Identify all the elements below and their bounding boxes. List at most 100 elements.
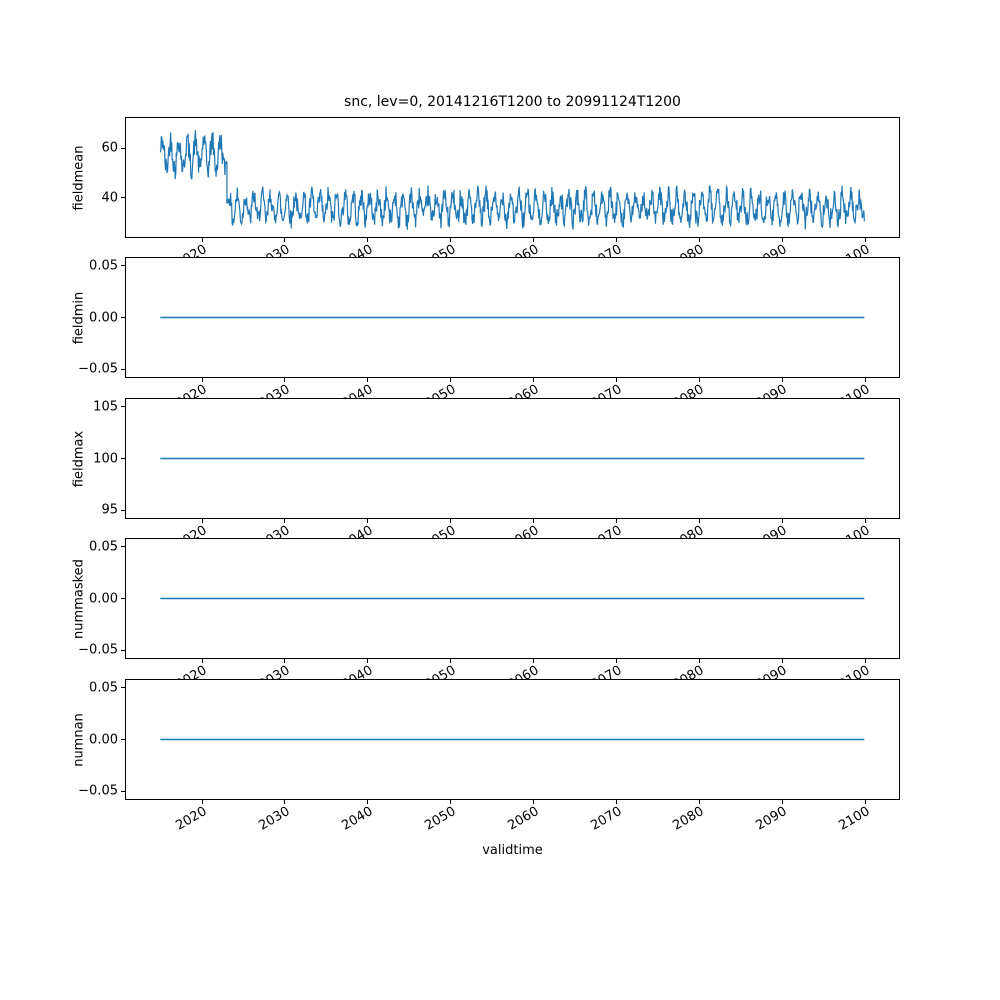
x-tick-mark	[864, 659, 866, 663]
x-tick-mark	[616, 659, 618, 663]
x-tick-mark	[781, 519, 783, 523]
y-tick-mark	[121, 739, 125, 740]
x-tick-mark	[284, 519, 286, 523]
y-tick-label: 40	[101, 190, 118, 206]
x-tick-mark	[533, 238, 535, 242]
x-tick-mark	[698, 659, 700, 663]
line-plot	[160, 738, 865, 741]
x-tick-mark	[284, 800, 286, 804]
y-tick-mark	[121, 317, 125, 318]
x-tick-mark	[864, 800, 866, 804]
y-tick-mark	[121, 368, 125, 370]
y-tick-mark	[121, 546, 125, 548]
x-tick-label: 2030	[256, 804, 293, 834]
y-axis-label: fieldmean	[71, 145, 87, 210]
x-tick-label: 2090	[753, 804, 790, 834]
x-tick-mark	[533, 800, 535, 804]
line-plot	[160, 457, 865, 460]
x-tick-mark	[698, 378, 700, 382]
x-tick-mark	[367, 519, 369, 523]
x-tick-mark	[201, 238, 203, 242]
y-tick-label: 0.05	[89, 680, 118, 696]
y-tick-label: 0.00	[89, 591, 118, 606]
x-tick-label: 2050	[422, 804, 459, 834]
x-tick-mark	[698, 519, 700, 523]
data-line-fieldmean	[159, 130, 865, 230]
x-tick-mark	[698, 238, 700, 242]
chart-title: snc, lev=0, 20141216T1200 to 20991124T12…	[344, 94, 681, 110]
y-tick-mark	[121, 598, 125, 599]
x-tick-mark	[864, 238, 866, 242]
x-tick-mark	[616, 800, 618, 804]
y-tick-label: 95	[101, 502, 118, 518]
x-tick-mark	[781, 659, 783, 663]
x-tick-mark	[284, 659, 286, 663]
x-tick-mark	[616, 238, 618, 242]
x-tick-mark	[698, 800, 700, 804]
y-tick-mark	[121, 265, 125, 267]
x-tick-mark	[367, 800, 369, 804]
x-axis-label: validtime	[482, 843, 543, 858]
x-tick-mark	[533, 659, 535, 663]
x-tick-mark	[864, 378, 866, 382]
subplot-numnan: numnan −0.05 0.00 0.05 2020 2030 2040 2050 2060…	[72, 679, 900, 834]
x-tick-label: 2080	[670, 804, 707, 834]
x-tick-mark	[450, 378, 452, 382]
line-plot	[159, 130, 865, 230]
x-tick-label: 2020	[173, 804, 210, 834]
x-tick-mark	[450, 519, 452, 523]
y-tick-mark	[121, 406, 125, 408]
y-tick-mark	[121, 649, 125, 651]
subplot-fieldmax: fieldmax 9510010520202030204020502060207…	[72, 398, 900, 553]
y-axis-label: fieldmin	[71, 291, 87, 344]
subplot-nummasked: nummasked −0.05 0.00 0.05 2020 2030 2040 2050 2…	[72, 538, 900, 693]
x-tick-mark	[781, 378, 783, 382]
x-tick-mark	[616, 378, 618, 382]
x-tick-mark	[533, 378, 535, 382]
x-tick-mark	[201, 659, 203, 663]
x-tick-mark	[864, 519, 866, 523]
x-tick-mark	[201, 800, 203, 804]
x-tick-mark	[284, 378, 286, 382]
subplot-fieldmin: fieldmin −0.05 0.00 0.05 2020 2030 2040 2050 20…	[72, 257, 900, 412]
y-tick-mark	[121, 790, 125, 792]
x-tick-mark	[201, 519, 203, 523]
y-tick-label: 0.05	[89, 539, 118, 555]
y-axis-label: numnan	[71, 712, 87, 767]
y-tick-label: 100	[93, 451, 118, 466]
x-tick-mark	[450, 800, 452, 804]
line-plot	[160, 597, 865, 600]
x-tick-mark	[367, 238, 369, 242]
subplot-fieldmean: fieldmean 406020202030204020502060207020…	[72, 117, 900, 272]
y-tick-label: −0.05	[78, 642, 118, 658]
x-tick-mark	[284, 238, 286, 242]
y-tick-mark	[121, 509, 125, 511]
y-tick-mark	[121, 147, 125, 149]
y-axis-label: nummasked	[71, 558, 87, 639]
x-tick-mark	[450, 238, 452, 242]
x-tick-mark	[201, 378, 203, 382]
x-tick-label: 2040	[339, 804, 376, 834]
x-tick-label: 2060	[504, 804, 542, 834]
x-tick-mark	[367, 378, 369, 382]
x-tick-mark	[616, 519, 618, 523]
y-tick-mark	[121, 458, 125, 459]
y-tick-label: 60	[101, 140, 118, 156]
line-plot	[160, 316, 865, 319]
x-tick-mark	[367, 659, 369, 663]
x-tick-mark	[781, 238, 783, 242]
y-tick-mark	[121, 197, 125, 199]
x-tick-mark	[781, 800, 783, 804]
y-tick-mark	[121, 687, 125, 689]
y-tick-label: 0.00	[89, 732, 118, 747]
x-tick-label: 2070	[587, 804, 625, 834]
x-tick-label: 2100	[836, 804, 873, 834]
y-tick-label: 0.00	[89, 310, 118, 325]
y-tick-label: 0.05	[89, 258, 118, 274]
y-tick-label: −0.05	[78, 361, 118, 377]
y-tick-label: −0.05	[78, 783, 118, 799]
y-axis-label: fieldmax	[71, 430, 87, 487]
y-tick-label: 105	[93, 399, 118, 415]
x-tick-mark	[533, 519, 535, 523]
